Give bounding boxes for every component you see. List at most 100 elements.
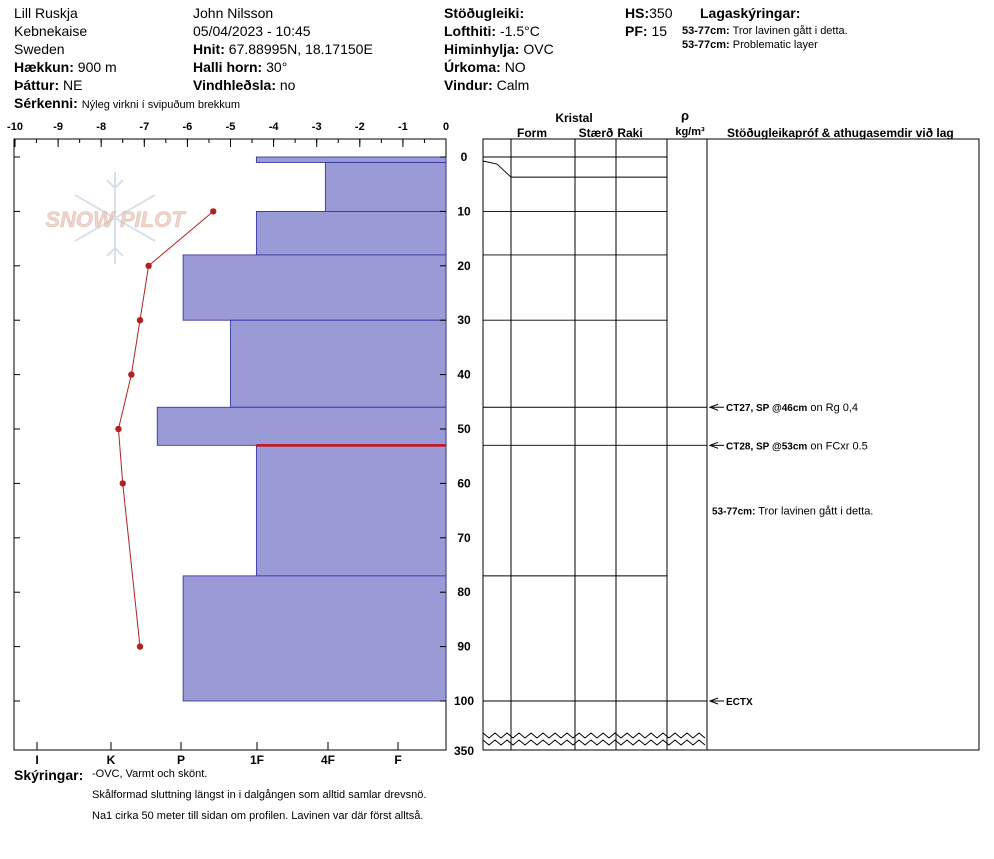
observer-name: John Nilsson bbox=[193, 5, 274, 21]
test-note: on FCxr 0.5 bbox=[807, 440, 868, 452]
test-entry: ECTX bbox=[726, 697, 753, 708]
depth-tick-label: 0 bbox=[461, 150, 468, 164]
hardness-tick-label: K bbox=[107, 753, 116, 767]
air-temp-value: -1.5°C bbox=[499, 23, 540, 39]
temperature-point bbox=[128, 371, 135, 378]
tests-header: Stöðugleikapróf & athugasemdir við lag bbox=[727, 126, 954, 140]
snow-layer-bar bbox=[324, 162, 447, 212]
depth-tick-label: 50 bbox=[457, 422, 471, 436]
country-name: Sweden bbox=[14, 41, 65, 57]
depth-tick-label: 60 bbox=[457, 476, 471, 490]
crystal-header: Kristal bbox=[555, 111, 592, 125]
hardness-tick-label: 1F bbox=[250, 753, 264, 767]
layer-note-text: Tror lavinen gått i detta. bbox=[732, 25, 848, 37]
coords-label: Hnit: bbox=[193, 41, 225, 57]
elevation-row: Hækkun: 900 m bbox=[14, 58, 240, 76]
depth-tick-label: 100 bbox=[454, 694, 474, 708]
moisture-header: Raki bbox=[617, 126, 642, 140]
precip-value: NO bbox=[504, 59, 526, 75]
layer-note-range: 53-77cm: bbox=[682, 25, 730, 37]
notes-list: -OVC, Varmt och skönt. Skålformad sluttn… bbox=[92, 764, 426, 827]
temperature-point bbox=[210, 208, 217, 215]
note-line: -OVC, Varmt och skönt. bbox=[92, 768, 208, 780]
depth-tick-label: 70 bbox=[457, 531, 471, 545]
temp-tick-label: -4 bbox=[269, 121, 280, 133]
sky-value: OVC bbox=[523, 41, 554, 57]
elevation-value: 900 m bbox=[77, 59, 117, 75]
wind-label: Vindur: bbox=[444, 77, 493, 93]
hs-row: HS:350 bbox=[625, 4, 672, 22]
feature-value: Nýleg virkni í svipuðum brekkum bbox=[81, 99, 241, 111]
snow-layer-bar bbox=[156, 406, 447, 446]
layer-note-text: Problematic layer bbox=[732, 39, 818, 51]
depth-tick-label: 20 bbox=[457, 259, 471, 273]
aspect-label: Þáttur: bbox=[14, 77, 60, 93]
weather-block: Stöðugleiki: Lofthiti: -1.5°C Himinhylja… bbox=[444, 4, 554, 94]
area-name: Kebnekaise bbox=[14, 23, 88, 39]
precip-label: Úrkoma: bbox=[444, 59, 501, 75]
test-code: CT27, SP @46cm bbox=[726, 403, 807, 414]
table-column-lines bbox=[510, 139, 708, 750]
wind-value: Calm bbox=[496, 77, 530, 93]
slope-row: Halli horn: 30° bbox=[193, 58, 373, 76]
snow-layer-bar bbox=[182, 254, 447, 321]
precip-row: Úrkoma: NO bbox=[444, 58, 554, 76]
stability-label: Stöðugleiki: bbox=[444, 5, 525, 21]
test-note: Tror lavinen gått i detta. bbox=[755, 506, 873, 518]
temperature-point bbox=[136, 643, 144, 650]
layer-note: 53-77cm: Tror lavinen gått i detta. bbox=[682, 24, 848, 38]
aspect-row: Þáttur: NE bbox=[14, 76, 240, 94]
test-entry: CT27, SP @46cm on Rg 0,4 bbox=[726, 402, 858, 414]
temp-tick-label: -8 bbox=[96, 121, 106, 133]
temp-tick-label: -1 bbox=[398, 121, 408, 133]
stability-row: Stöðugleiki: bbox=[444, 4, 554, 22]
air-temp-row: Lofthiti: -1.5°C bbox=[444, 22, 554, 40]
test-code: CT28, SP @53cm bbox=[726, 441, 807, 452]
temperature-point bbox=[136, 317, 144, 324]
pf-label: PF: bbox=[625, 23, 648, 39]
test-note: on Rg 0,4 bbox=[807, 402, 858, 414]
snow-layer-bar bbox=[182, 575, 447, 702]
depth-tick-label: 40 bbox=[457, 368, 471, 382]
hardness-tick-label: 4F bbox=[321, 753, 335, 767]
coords-value: 67.88995N, 18.17150E bbox=[228, 41, 373, 57]
depth-tick-label: 30 bbox=[457, 313, 471, 327]
table-frame bbox=[482, 138, 980, 751]
watermark-text: SNOW PILOT bbox=[45, 207, 186, 232]
depth-tick-label: 10 bbox=[457, 204, 471, 218]
temp-tick-label: -10 bbox=[7, 121, 23, 133]
test-code: 53-77cm: bbox=[712, 507, 755, 518]
temp-tick-label: -5 bbox=[226, 121, 236, 133]
wind-loading-row: Vindhleðsla: no bbox=[193, 76, 373, 94]
snow-layer-bar bbox=[255, 444, 447, 577]
aspect-value: NE bbox=[63, 77, 83, 93]
pf-row: PF: 15 bbox=[625, 22, 672, 40]
notes-label: Skýringar: bbox=[14, 767, 84, 783]
location-block: Lill Ruskja Kebnekaise Sweden Hækkun: 90… bbox=[14, 4, 240, 112]
temp-tick-label: -2 bbox=[355, 121, 365, 133]
air-temp-label: Lofthiti: bbox=[444, 23, 497, 39]
temperature-point bbox=[145, 262, 152, 269]
size-header: Stærð bbox=[579, 126, 614, 140]
form-header: Form bbox=[517, 126, 547, 140]
table-layer-connector bbox=[482, 160, 667, 178]
depth-break-marker bbox=[482, 732, 706, 746]
hardness-tick-label: I bbox=[35, 753, 38, 767]
hardness-tick-label: F bbox=[394, 753, 401, 767]
hs-value: 350 bbox=[649, 5, 673, 21]
feature-label: Sérkenni: bbox=[14, 95, 78, 111]
wind-row: Vindur: Calm bbox=[444, 76, 554, 94]
density-symbol: ρ bbox=[681, 108, 689, 123]
note-line: Skålformad sluttning längst in i dalgång… bbox=[92, 789, 427, 801]
elevation-label: Hækkun: bbox=[14, 59, 74, 75]
observation-datetime: 05/04/2023 - 10:45 bbox=[193, 23, 311, 39]
slope-label: Halli horn: bbox=[193, 59, 263, 75]
wind-loading-value: no bbox=[279, 77, 296, 93]
layer-note: 53-77cm: Problematic layer bbox=[682, 38, 848, 52]
pf-value: 15 bbox=[651, 23, 668, 39]
coords-row: Hnit: 67.88995N, 18.17150E bbox=[193, 40, 373, 58]
temperature-point bbox=[115, 425, 122, 433]
layer-note-range: 53-77cm: bbox=[682, 39, 730, 51]
feature-row: Sérkenni: Nýleg virkni í svipuðum brekku… bbox=[14, 94, 240, 112]
temp-tick-label: -6 bbox=[183, 121, 193, 133]
